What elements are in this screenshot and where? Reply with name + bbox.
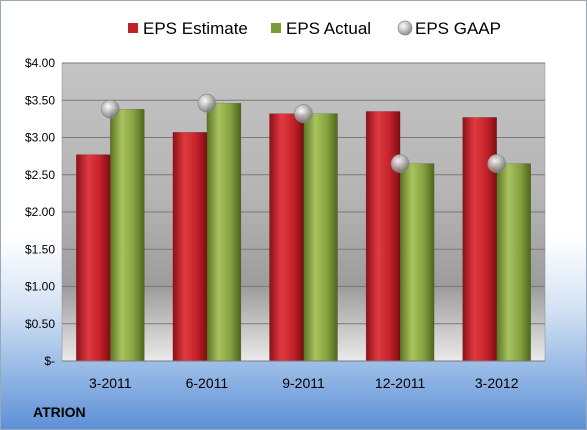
legend-swatch bbox=[128, 23, 138, 33]
bar-eps-estimate bbox=[172, 132, 208, 362]
company-label: ATRION bbox=[33, 404, 86, 420]
y-tick-label: $3.00 bbox=[25, 131, 55, 145]
y-tick-label: $2.00 bbox=[25, 205, 55, 219]
y-tick-label: $2.50 bbox=[25, 168, 55, 182]
bar-eps-actual bbox=[303, 113, 338, 362]
x-tick-label: 6-2011 bbox=[186, 375, 229, 391]
x-tick-label: 9-2011 bbox=[282, 375, 325, 391]
x-tick-label: 3-2011 bbox=[89, 375, 132, 391]
marker-eps-gaap bbox=[100, 99, 120, 119]
legend-swatch bbox=[397, 20, 413, 36]
legend: EPS Estimate EPS Actual EPS GAAP bbox=[128, 19, 501, 38]
marker-eps-gaap bbox=[487, 154, 507, 173]
y-tick-label: $4.00 bbox=[25, 56, 55, 70]
x-tick-label: 12-2011 bbox=[375, 375, 426, 391]
bar-eps-estimate bbox=[462, 117, 497, 362]
bar-eps-actual bbox=[206, 102, 242, 362]
x-tick-label: 3-2012 bbox=[475, 375, 519, 391]
marker-eps-gaap bbox=[294, 104, 313, 124]
y-tick-label: $1.00 bbox=[25, 280, 55, 294]
bar-eps-actual bbox=[496, 163, 531, 362]
legend-swatch bbox=[271, 23, 281, 33]
y-tick-label: $1.50 bbox=[25, 242, 55, 256]
y-axis: $- $0.50 $1.00 $1.50 $2.00 $2.50 $3.00 $3.50 $4.… bbox=[25, 56, 55, 368]
marker-eps-gaap bbox=[390, 154, 410, 173]
legend-label: EPS Estimate bbox=[143, 19, 248, 38]
bar-eps-actual bbox=[110, 108, 145, 362]
y-tick-label: $0.50 bbox=[25, 317, 55, 331]
bar-eps-estimate bbox=[365, 111, 401, 362]
x-axis: 3-2011 6-2011 9-2011 12-2011 3-2012 bbox=[62, 360, 545, 391]
gaap-markers bbox=[100, 93, 507, 173]
marker-eps-gaap bbox=[197, 93, 217, 113]
bar-eps-estimate bbox=[269, 113, 304, 362]
legend-label: EPS Actual bbox=[286, 19, 371, 38]
y-tick-label: $- bbox=[44, 354, 55, 368]
y-tick-label: $3.50 bbox=[25, 93, 55, 107]
bars bbox=[76, 102, 531, 362]
bar-eps-actual bbox=[399, 163, 435, 362]
legend-label: EPS GAAP bbox=[415, 19, 501, 38]
bar-eps-estimate bbox=[76, 154, 111, 362]
